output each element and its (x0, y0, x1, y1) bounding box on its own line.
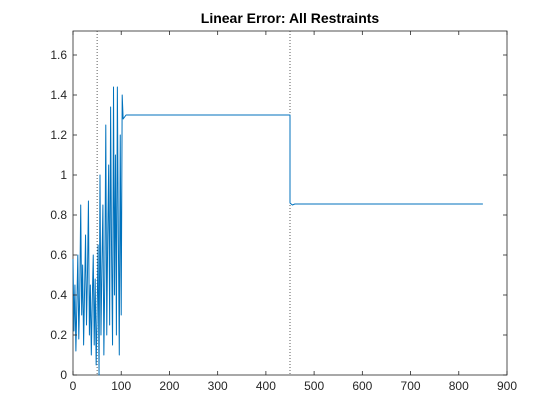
x-tick-label-3: 300 (208, 379, 228, 393)
y-tick-label-7: 1.4 (50, 88, 67, 102)
x-tick-label-7: 700 (401, 379, 421, 393)
chart-title: Linear Error: All Restraints (201, 10, 380, 26)
x-axis: 0 100 200 300 400 500 600 700 800 900 (70, 31, 517, 393)
x-tick-label-4: 400 (256, 379, 276, 393)
x-tick-label-8: 800 (449, 379, 469, 393)
y-tick-label-8: 1.6 (50, 48, 67, 62)
y-tick-label-4: 0.8 (50, 208, 67, 222)
y-tick-label-3: 0.6 (50, 248, 67, 262)
y-tick-label-6: 1.2 (50, 128, 67, 142)
x-tick-label-5: 500 (304, 379, 324, 393)
series-group (72, 86, 483, 376)
series-line-0 (72, 86, 483, 376)
x-tick-label-0: 0 (70, 379, 77, 393)
y-tick-label-2: 0.4 (50, 288, 67, 302)
x-tick-label-9: 900 (497, 379, 517, 393)
y-tick-label-1: 0.2 (50, 328, 67, 342)
x-tick-label-6: 600 (352, 379, 372, 393)
y-tick-label-0: 0 (60, 368, 67, 382)
y-tick-label-5: 1 (60, 168, 67, 182)
x-tick-label-2: 200 (159, 379, 179, 393)
y-axis: 0 0.2 0.4 0.6 0.8 1 1.2 1.4 1.6 (50, 48, 507, 382)
x-tick-label-1: 100 (111, 379, 131, 393)
